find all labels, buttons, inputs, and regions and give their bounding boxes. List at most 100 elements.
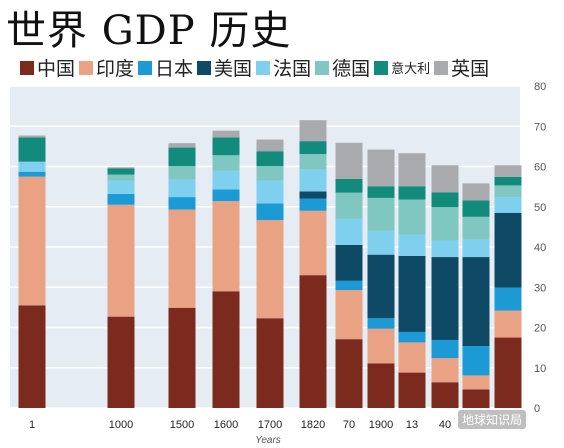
bar-segment <box>462 200 490 217</box>
y-tick-label: 0 <box>534 403 540 415</box>
bar-segment <box>168 147 196 167</box>
bar-segment <box>398 255 426 332</box>
bar-segment <box>494 287 522 311</box>
legend-swatch <box>374 60 389 75</box>
legend-label: 美国 <box>214 58 253 80</box>
bar-segment <box>431 257 459 340</box>
bar-segment <box>18 171 46 177</box>
bar-segment <box>398 186 426 200</box>
bar-segment <box>212 130 240 138</box>
bar-segment <box>398 342 426 373</box>
bar-segment <box>168 307 196 408</box>
bar-segment <box>168 143 196 148</box>
bar-segment <box>168 179 196 198</box>
bar-segment <box>431 240 459 258</box>
bar-segment <box>256 151 284 167</box>
bar-segment <box>494 165 522 177</box>
legend-item: 英国 <box>434 54 489 81</box>
bar-segment <box>256 180 284 204</box>
legend-label: 德国 <box>332 58 371 80</box>
bar-segment <box>299 191 327 199</box>
bar-segment <box>335 280 363 291</box>
bar-segment <box>367 318 395 329</box>
bar-segment <box>299 210 327 276</box>
y-tick-label: 50 <box>534 202 546 214</box>
legend-item: 中国 <box>20 54 75 81</box>
bar-segment <box>212 155 240 171</box>
legend-item: 德国 <box>315 54 370 81</box>
y-tick-label: 80 <box>534 81 546 93</box>
x-tick-label: 1820 <box>301 419 325 431</box>
x-tick-label: 70 <box>343 419 355 431</box>
bar-segment <box>107 180 135 194</box>
bar-segment <box>398 234 426 256</box>
bar-segment <box>367 363 395 408</box>
bar-segment <box>299 198 327 211</box>
legend-item: 日本 <box>138 54 193 81</box>
x-tick-label: 1600 <box>214 419 238 431</box>
bar-segment <box>299 154 327 170</box>
bar-segment <box>256 166 284 181</box>
legend-label: 日本 <box>155 58 194 80</box>
bar-segment <box>367 186 395 198</box>
x-axis-title: Years <box>255 435 281 446</box>
bar-segment <box>431 358 459 383</box>
bar-segment <box>398 331 426 343</box>
legend-swatch <box>197 60 212 75</box>
legend-item: 美国 <box>197 54 252 81</box>
legend-item: 意大利 <box>374 58 430 77</box>
bar-segment <box>18 176 46 306</box>
bar-segment <box>335 290 363 340</box>
bar-segment <box>431 382 459 408</box>
bar-segment <box>494 185 522 198</box>
legend-label: 印度 <box>96 58 135 80</box>
bar-segment <box>299 120 327 142</box>
chart-legend: 中国 印度 日本 美国 法国 德国 意大利 英国 <box>20 54 560 81</box>
bar-segment <box>299 169 327 192</box>
legend-label: 意大利 <box>391 62 431 77</box>
bar-segment <box>107 316 135 408</box>
bar-segment <box>335 178 363 193</box>
bar-segment <box>494 176 522 186</box>
bar-segment <box>398 199 426 235</box>
bar-segment <box>462 389 490 408</box>
legend-swatch <box>434 60 449 75</box>
bar-segment <box>494 310 522 338</box>
legend-swatch <box>256 60 271 75</box>
bar-segment <box>212 189 240 202</box>
bar-segment <box>18 135 46 138</box>
bar-segment <box>256 220 284 319</box>
x-tick-label: 1700 <box>258 419 282 431</box>
bar-segment <box>494 197 522 213</box>
bar-segment <box>256 203 284 221</box>
bar-segment <box>335 339 363 408</box>
bar-segment <box>494 337 522 408</box>
x-tick-label: 1900 <box>369 419 393 431</box>
bar-segment <box>462 375 490 390</box>
bar-segment <box>256 139 284 152</box>
bar-segment <box>462 257 490 347</box>
bar-segment <box>212 201 240 292</box>
bar-segment <box>367 254 395 319</box>
x-tick-label: 1 <box>29 419 35 431</box>
bar-segment <box>212 137 240 156</box>
bar-segment <box>335 142 363 179</box>
bar-segment <box>367 328 395 364</box>
y-tick-label: 30 <box>534 282 546 294</box>
bar-segment <box>168 209 196 308</box>
bar-segment <box>212 291 240 408</box>
bar-segment <box>398 153 426 187</box>
watermark-text: 地球知识局 <box>458 410 527 429</box>
bar-segment <box>462 239 490 258</box>
bar-segment <box>367 197 395 231</box>
x-tick-label: 13 <box>406 419 418 431</box>
bar-segment <box>256 318 284 408</box>
bar-segment <box>107 204 135 317</box>
y-tick-label: 70 <box>534 121 546 133</box>
bar-segment <box>212 170 240 190</box>
bar-segment <box>462 216 490 240</box>
legend-swatch <box>315 60 330 75</box>
y-tick-label: 40 <box>534 242 546 254</box>
bar-segment <box>107 174 135 181</box>
x-tick-label: 40 <box>439 419 451 431</box>
